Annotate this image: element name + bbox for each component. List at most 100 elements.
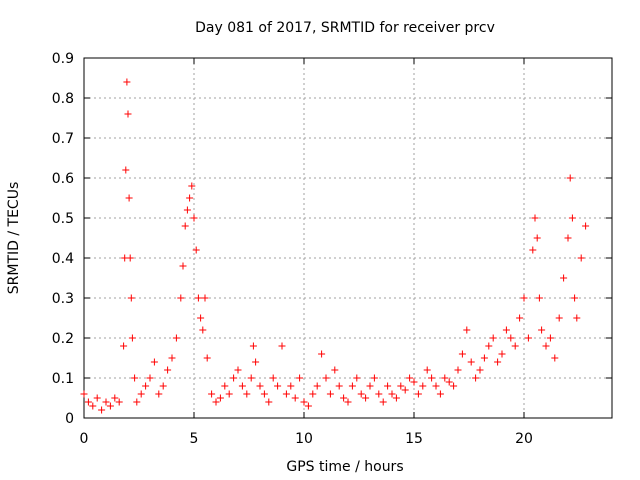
data-point	[133, 398, 141, 406]
data-point	[313, 382, 321, 390]
data-point	[410, 378, 418, 386]
data-point	[84, 398, 92, 406]
data-point	[216, 394, 224, 402]
x-axis-label: GPS time / hours	[286, 459, 403, 475]
y-tick-label: 0.8	[52, 91, 74, 107]
data-point	[188, 182, 196, 190]
data-point	[124, 110, 132, 118]
data-point	[282, 390, 290, 398]
data-point	[494, 358, 502, 366]
data-point	[201, 294, 209, 302]
data-point	[489, 334, 497, 342]
data-point	[480, 354, 488, 362]
data-point	[111, 394, 119, 402]
x-tick-label: 0	[80, 431, 89, 447]
data-point	[516, 314, 524, 322]
axis-ticks: 0 0.1 0.2 0.3 0.4 0.5 0.6 0.7 0.8 0.9 0 5 10 15 20	[52, 51, 612, 447]
data-point	[123, 78, 131, 86]
data-point	[186, 194, 194, 202]
data-point	[252, 358, 260, 366]
data-point	[208, 390, 216, 398]
data-point	[463, 326, 471, 334]
data-point	[150, 358, 158, 366]
data-point	[428, 374, 436, 382]
data-point	[406, 374, 414, 382]
data-point	[571, 294, 579, 302]
data-point	[120, 342, 128, 350]
data-point	[192, 246, 200, 254]
data-point	[568, 214, 576, 222]
data-point	[485, 342, 493, 350]
data-point	[524, 334, 532, 342]
data-point	[159, 382, 167, 390]
y-tick-label: 0.9	[52, 51, 74, 67]
data-point	[287, 382, 295, 390]
data-point	[344, 398, 352, 406]
data-point	[238, 382, 246, 390]
data-point	[560, 274, 568, 282]
data-point	[318, 350, 326, 358]
data-point	[131, 374, 139, 382]
data-point	[309, 390, 317, 398]
y-tick-label: 0.1	[52, 371, 74, 387]
data-point	[137, 390, 145, 398]
y-tick-label: 0.3	[52, 291, 74, 307]
data-point	[225, 390, 233, 398]
data-point	[177, 294, 185, 302]
data-point	[348, 382, 356, 390]
data-point	[340, 394, 348, 402]
data-point	[423, 366, 431, 374]
data-point	[278, 342, 286, 350]
data-point	[529, 246, 537, 254]
data-point	[243, 390, 251, 398]
data-point	[127, 294, 135, 302]
data-point	[366, 382, 374, 390]
data-point	[234, 366, 242, 374]
data-point	[212, 398, 220, 406]
data-point	[379, 398, 387, 406]
data-point	[146, 374, 154, 382]
data-point	[331, 366, 339, 374]
data-point	[551, 354, 559, 362]
data-point	[582, 222, 590, 230]
data-point	[476, 366, 484, 374]
data-point	[164, 366, 172, 374]
x-tick-label: 15	[405, 431, 423, 447]
data-point	[498, 350, 506, 358]
data-point	[269, 374, 277, 382]
data-point	[155, 390, 163, 398]
data-point	[533, 234, 541, 242]
data-point	[401, 386, 409, 394]
grid-lines	[84, 58, 612, 418]
data-point	[291, 394, 299, 402]
data-point	[388, 390, 396, 398]
data-point	[274, 382, 282, 390]
data-point	[357, 390, 365, 398]
data-point	[432, 382, 440, 390]
data-point	[511, 342, 519, 350]
data-point	[531, 214, 539, 222]
data-point	[472, 374, 480, 382]
data-point	[370, 374, 378, 382]
data-point	[300, 398, 308, 406]
data-point	[502, 326, 510, 334]
data-point	[419, 382, 427, 390]
data-point	[542, 342, 550, 350]
data-point	[260, 390, 268, 398]
data-point	[450, 382, 458, 390]
data-point	[265, 398, 273, 406]
data-point	[436, 390, 444, 398]
data-point	[221, 382, 229, 390]
data-point	[392, 394, 400, 402]
data-point	[384, 382, 392, 390]
data-point	[115, 398, 123, 406]
data-point	[322, 374, 330, 382]
data-point	[520, 294, 528, 302]
data-point	[230, 374, 238, 382]
y-tick-label: 0.6	[52, 171, 74, 187]
data-point	[353, 374, 361, 382]
data-point	[375, 390, 383, 398]
plot-frame	[83, 57, 613, 419]
data-point	[249, 342, 257, 350]
